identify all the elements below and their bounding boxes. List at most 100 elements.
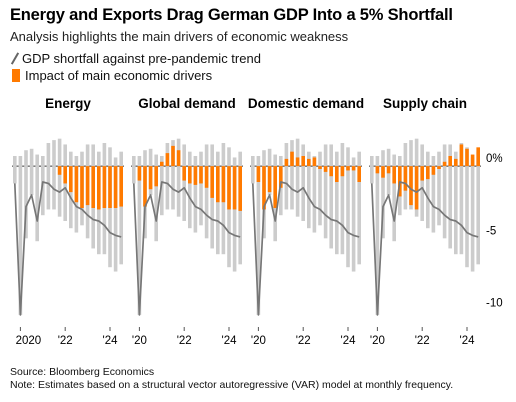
total-bar (24, 150, 28, 239)
total-bar (426, 151, 430, 229)
total-bar (204, 144, 209, 239)
total-bar (284, 143, 289, 210)
total-bar (290, 140, 294, 210)
total-bar (18, 156, 23, 315)
driver-bar (335, 166, 339, 182)
gdp-shortfall-line (132, 181, 241, 316)
total-bar (256, 156, 261, 315)
driver-bar (57, 166, 62, 175)
driver-bar (119, 166, 123, 207)
driver-bar (284, 158, 289, 167)
driver-bar (448, 156, 452, 167)
total-bar (251, 156, 255, 184)
driver-bar (238, 166, 242, 211)
driver-bar (154, 166, 158, 187)
driver-bar (171, 145, 175, 167)
driver-bar (108, 166, 112, 208)
driver-bar (210, 166, 214, 198)
y-tick-label: -5 (486, 225, 496, 237)
legend-label-gdp: GDP shortfall against pre-pandemic trend (22, 51, 261, 66)
driver-bar (465, 148, 469, 167)
driver-bar (409, 166, 413, 206)
driver-bar (85, 166, 90, 206)
y-tick-label: -10 (486, 298, 503, 310)
driver-bar (386, 166, 391, 174)
driver-bar (454, 158, 458, 167)
x-tick-label: '22 (296, 335, 311, 347)
total-bar (312, 156, 317, 233)
driver-bar (80, 166, 84, 208)
driver-bar (113, 166, 118, 208)
panel-title: Domestic demand (248, 96, 364, 111)
total-bar (448, 144, 452, 249)
total-bar (193, 156, 198, 233)
gdp-shortfall-line (251, 181, 360, 316)
driver-bar (431, 166, 436, 175)
driver-bar (476, 147, 480, 167)
x-tick-label: '24 (103, 335, 119, 347)
total-bar (307, 151, 311, 229)
driver-bar (323, 166, 328, 172)
total-bar (335, 151, 339, 255)
driver-bar (221, 166, 226, 203)
driver-bar (392, 166, 396, 184)
driver-bar (459, 144, 464, 167)
total-bar (442, 144, 447, 239)
driver-bar (74, 166, 79, 203)
total-bar (171, 140, 175, 210)
driver-bar (91, 166, 95, 208)
total-bar (420, 144, 424, 221)
driver-bar (414, 166, 419, 210)
driver-bar (262, 166, 266, 210)
driver-bar (148, 166, 153, 190)
total-bar (35, 154, 39, 242)
driver-bar (176, 150, 181, 167)
total-bar (29, 148, 34, 195)
total-bar (459, 143, 464, 255)
driver-bar (188, 166, 192, 184)
driver-bar (69, 166, 73, 193)
driver-bar (279, 166, 283, 188)
total-bar (392, 154, 396, 242)
total-bar (465, 147, 469, 268)
total-bar (52, 140, 56, 210)
driver-bar (63, 166, 67, 184)
driver-bar (204, 166, 209, 188)
total-bar (329, 144, 333, 249)
total-bar (437, 151, 441, 226)
driver-bar (97, 166, 101, 210)
total-bar (351, 157, 356, 272)
y-tick-label: 0% (486, 153, 503, 165)
chart-subtitle: Analysis highlights the main drivers of … (10, 29, 349, 44)
driver-bar (307, 158, 311, 167)
x-tick-label: '24 (460, 335, 476, 347)
driver-bar (227, 166, 231, 210)
x-tick-label: '22 (58, 335, 73, 347)
driver-bar (273, 166, 277, 208)
driver-bar (290, 151, 294, 167)
total-bar (431, 156, 436, 233)
panel-title: Global demand (138, 96, 236, 111)
total-bar (216, 151, 220, 255)
total-bar (13, 156, 17, 184)
driver-bar (437, 166, 441, 169)
driver-bar (165, 153, 170, 167)
note-text: Note: Estimates based on a structural ve… (10, 379, 454, 391)
driver-bar (256, 166, 261, 182)
driver-bar (267, 166, 272, 193)
panel-title: Supply chain (383, 96, 467, 111)
x-tick-label: '24 (341, 335, 357, 347)
total-bar (176, 138, 181, 217)
total-bar (370, 156, 374, 184)
driver-bar (199, 166, 203, 184)
x-tick-label: '20 (132, 335, 147, 347)
total-bar (454, 151, 458, 255)
legend-item-gdp: GDP shortfall against pre-pandemic trend (10, 51, 261, 66)
x-tick-label: '20 (251, 335, 266, 347)
driver-bar (182, 166, 186, 181)
gdp-shortfall-line (13, 181, 122, 316)
driver-bar (426, 166, 430, 180)
x-tick-label: 2020 (16, 335, 42, 347)
driver-bar (442, 161, 447, 167)
driver-bar (346, 166, 350, 171)
